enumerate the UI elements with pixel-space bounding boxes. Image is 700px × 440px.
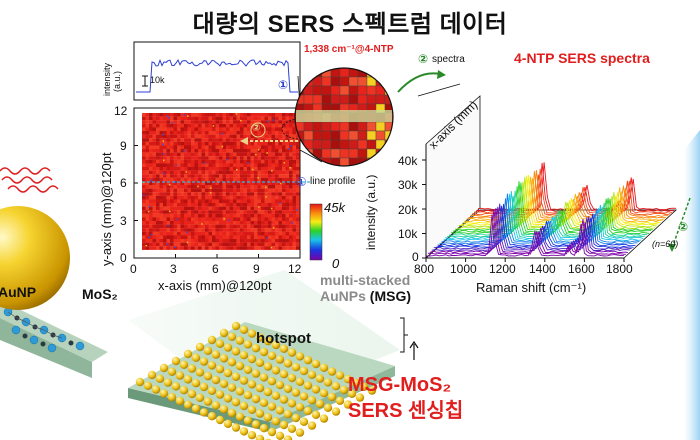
map-ytick-12: 12 (114, 104, 128, 118)
depth-arrow-icon (671, 197, 691, 249)
spectra-xtick-1600: 1600 (568, 262, 595, 276)
spectra-n-label: (n=60) (652, 239, 679, 249)
colorbar (309, 203, 323, 261)
spectra-xtick-1800: 1800 (606, 262, 633, 276)
line-profile-marker: ① (296, 175, 307, 189)
map-arrow-marker: ② (252, 123, 261, 134)
msg-bracket (400, 317, 405, 353)
spectra-title: 4-NTP SERS spectra (514, 50, 650, 66)
sers-intensity-map (133, 107, 312, 259)
map-ytick-3: 3 (120, 214, 127, 228)
incident-light-waves (0, 167, 59, 193)
right-glow-decoration (684, 130, 700, 440)
msg-abbr: (MSG) (369, 288, 412, 304)
spectra-xtick-1000: 1000 (450, 262, 477, 276)
aunp-sphere (0, 206, 70, 310)
spectra-xtick-1200: 1200 (489, 262, 516, 276)
spectra-yaxis-label: intensity (a.u.) (364, 174, 378, 250)
spectra-xtick-1400: 1400 (529, 262, 556, 276)
map-xtick-9: 9 (253, 262, 260, 276)
depth-axis-guide (417, 83, 461, 97)
line-profile-label: line profile (310, 176, 356, 187)
intensity-ylabel-line1: intensity (102, 62, 112, 96)
page-title: 대량의 SERS 스펙트럼 데이터 (192, 11, 508, 38)
colorbar-min-label: 0 (332, 256, 340, 271)
hotspot-label: hotspot (256, 330, 311, 347)
chip-label: MSG-MoS₂ SERS 센싱칩 (348, 372, 463, 424)
intensity-profile-line (136, 58, 298, 93)
spectra-xaxis-label: Raman shift (cm⁻¹) (476, 280, 587, 295)
mos2-label: MoS₂ (82, 286, 118, 302)
chip-label-line1: MSG-MoS₂ (348, 374, 452, 396)
map-ytick-6: 6 (120, 176, 127, 190)
spectra-arrow-marker: ② (418, 52, 429, 66)
chip-label-line2: SERS 센싱칩 (348, 400, 464, 422)
spectra-ytick-40k: 40k (398, 154, 418, 168)
spectra-arrow-label: spectra (432, 54, 465, 65)
up-arrow-icon (409, 340, 419, 360)
intensity-marker: ① (278, 78, 289, 92)
msg-chip-illustration (128, 321, 395, 440)
mos2-substrate-illustration (0, 300, 108, 378)
map-xtick-3: 3 (170, 262, 177, 276)
spectra-ytick-20k: 20k (398, 203, 418, 217)
spectra-ytick-10k: 10k (398, 227, 418, 241)
intensity-profile-panel (133, 41, 301, 101)
spectra-ytick-30k: 30k (398, 178, 418, 192)
map-xtick-6: 6 (212, 262, 219, 276)
intensity-ylabel: intensity (a.u.) (102, 63, 122, 96)
spectra-depth-marker: ② (678, 220, 689, 234)
map-xtick-0: 0 (130, 262, 137, 276)
intensity-ylabel-line2: (a.u.) (112, 70, 122, 92)
map-ytick-9: 9 (120, 139, 127, 153)
msg-label-line2: AuNPs (320, 288, 366, 304)
spectra-xtick-800: 800 (414, 262, 435, 276)
msg-label-line1: multi-stacked (320, 272, 411, 288)
map-xaxis-label: x-axis (mm)@120pt (158, 278, 272, 293)
colorbar-max-label: 45k (324, 200, 345, 215)
spectra-arrow-icon (397, 72, 441, 93)
map-ytick-0: 0 (120, 251, 127, 265)
spectra-3d-plot (417, 83, 691, 262)
intensity-scale-label: 10k (150, 75, 165, 85)
spectra-ytick-0: 0 (412, 250, 419, 264)
aunp-label: AuNP (0, 284, 37, 300)
map-xtick-12: 12 (288, 262, 302, 276)
zoom-circle (294, 67, 394, 167)
zoom-label: 1,338 cm⁻¹@4-NTP (304, 44, 394, 55)
map-yaxis-label: y-axis (mm)@120pt (99, 152, 114, 266)
msg-label: multi-stacked AuNPs (MSG) (320, 272, 411, 304)
